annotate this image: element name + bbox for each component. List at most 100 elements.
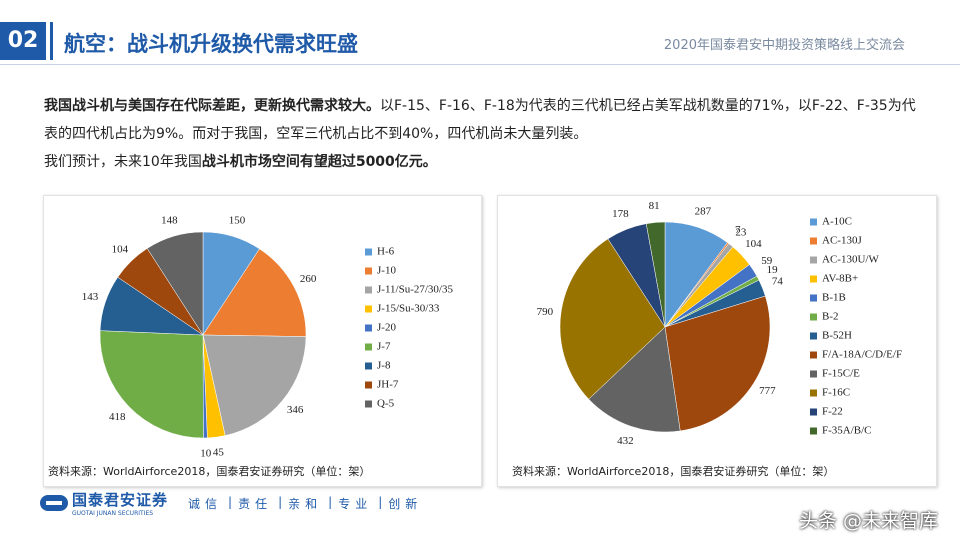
legend-swatch [810, 275, 817, 283]
chart-box [43, 195, 482, 487]
data-label: 59 [761, 255, 773, 267]
slogan-item: 诚信 [188, 496, 223, 511]
section-number: 02 [0, 22, 46, 60]
text-run: 以F-15、F-16、F-18为代表的三代机已经占美军战机数量的71%，以F-2… [44, 98, 916, 142]
data-label: 7 [735, 224, 741, 236]
legend-label: B-52H [822, 330, 852, 342]
data-label: 148 [161, 214, 178, 226]
legend-label: H-6 [377, 246, 395, 258]
legend-label: B-2 [822, 311, 839, 323]
watermark: 头条 @未来智库 [798, 510, 938, 532]
legend-swatch [365, 324, 372, 332]
brand-block: 国泰君安证券 GUOTAI JUNAN SECURITIES [72, 489, 168, 517]
separator: | [228, 494, 233, 509]
data-label: 777 [759, 385, 776, 397]
text-run: 战斗机市场空间有望超过5000亿元。 [201, 154, 437, 170]
legend-swatch [810, 313, 817, 321]
paragraph: 我们预计，未来10年我国战斗机市场空间有望超过5000亿元。 [44, 148, 924, 176]
data-label: 10 [200, 447, 212, 459]
pie-slice [559, 238, 666, 400]
legend-label: F-15C/E [822, 368, 860, 380]
text-run: 我们预计，未来10年我国 [44, 154, 202, 170]
rule [0, 64, 960, 65]
legend-swatch [365, 400, 372, 408]
legend-label: AV-8B+ [822, 273, 858, 285]
separator: | [278, 494, 283, 509]
separator: | [328, 494, 333, 509]
slogan-item: 专业 [338, 496, 373, 511]
pie-slice [664, 295, 771, 432]
legend-swatch [810, 294, 817, 302]
data-label: 260 [300, 273, 317, 285]
pie-slice [202, 248, 307, 337]
slogan-item: 亲和 [288, 496, 323, 511]
legend-swatch [810, 237, 817, 245]
pie-slice [645, 221, 666, 328]
data-label: 104 [112, 243, 129, 255]
slogan-item: 创新 [388, 496, 423, 511]
slide-title: 航空：战斗机升级换代需求旺盛 [64, 32, 358, 56]
data-label: 45 [213, 447, 225, 459]
data-label: 19 [767, 264, 779, 276]
legend-label: F-22 [822, 406, 843, 418]
divider [50, 22, 53, 60]
data-label: 418 [109, 411, 126, 423]
legend-label: J-20 [377, 322, 396, 334]
brand-en: GUOTAI JUNAN SECURITIES [72, 510, 154, 517]
legend-swatch [365, 267, 372, 275]
legend-swatch [810, 427, 817, 435]
pie-slice [202, 334, 307, 436]
data-label: 790 [537, 306, 554, 318]
legend-swatch [810, 389, 817, 397]
chart-box [497, 195, 937, 487]
legend-swatch [810, 256, 817, 264]
legend-swatch [365, 248, 372, 256]
legend-swatch [365, 286, 372, 294]
slogan-item: 责任 [238, 496, 273, 511]
paragraph: 我国战斗机与美国存在代际差距，更新换代需求较大。以F-15、F-16、F-18为… [44, 92, 924, 148]
legend-label: A-10C [822, 216, 852, 228]
legend-label: F-35A/B/C [822, 425, 872, 437]
legend-label: J-10 [377, 265, 396, 277]
source-note: 资料来源：WorldAirforce2018，国泰君安证券研究（单位：架） [48, 465, 371, 478]
data-label: 178 [612, 208, 629, 220]
footer: 国泰君安证券 GUOTAI JUNAN SECURITIES 诚信 | 责任 | 亲和 |… [40, 489, 422, 517]
legend-swatch [810, 218, 817, 226]
data-label: 150 [229, 215, 246, 227]
pie-slice [99, 330, 204, 439]
legend-label: J-15/Su-30/33 [377, 303, 440, 315]
legend-label: AC-130J [822, 235, 862, 247]
legend-swatch [365, 305, 372, 313]
legend-label: JH-7 [377, 379, 399, 391]
legend-label: J-7 [377, 341, 391, 353]
text-run: 我国战斗机与美国存在代际差距，更新换代需求较大。 [44, 98, 380, 114]
legend-swatch [365, 362, 372, 370]
data-label: 23 [735, 226, 747, 238]
pie-slice [588, 326, 681, 433]
legend-label: AC-130U/W [822, 254, 879, 266]
separator: | [378, 494, 383, 509]
pie-slice [146, 231, 204, 336]
data-label: 81 [649, 200, 660, 212]
legend-swatch [365, 343, 372, 351]
legend-swatch [365, 381, 372, 389]
legend-label: B-1B [822, 292, 846, 304]
legend-swatch [810, 351, 817, 359]
data-label: 143 [82, 291, 99, 303]
data-label: 346 [287, 404, 304, 416]
brand: 国泰君安证券 [72, 491, 169, 509]
data-label: 287 [695, 206, 712, 218]
legend-label: F-16C [822, 387, 850, 399]
source-note: 资料来源：WorldAirforce2018，国泰君安证券研究（单位：架） [512, 465, 835, 478]
event-name: 2020年国泰君安中期投资策略线上交流会 [663, 38, 905, 53]
data-label: 432 [617, 435, 634, 447]
data-label: 74 [772, 276, 784, 288]
legend-swatch [810, 332, 817, 340]
slogan: 诚信 | 责任 | 亲和 | 专业 | 创新 [188, 495, 422, 512]
legend-label: F/A-18A/C/D/E/F [822, 349, 902, 361]
legend-label: J-8 [377, 360, 391, 372]
data-label: 104 [745, 238, 762, 250]
legend-label: J-11/Su-27/30/35 [377, 284, 453, 296]
